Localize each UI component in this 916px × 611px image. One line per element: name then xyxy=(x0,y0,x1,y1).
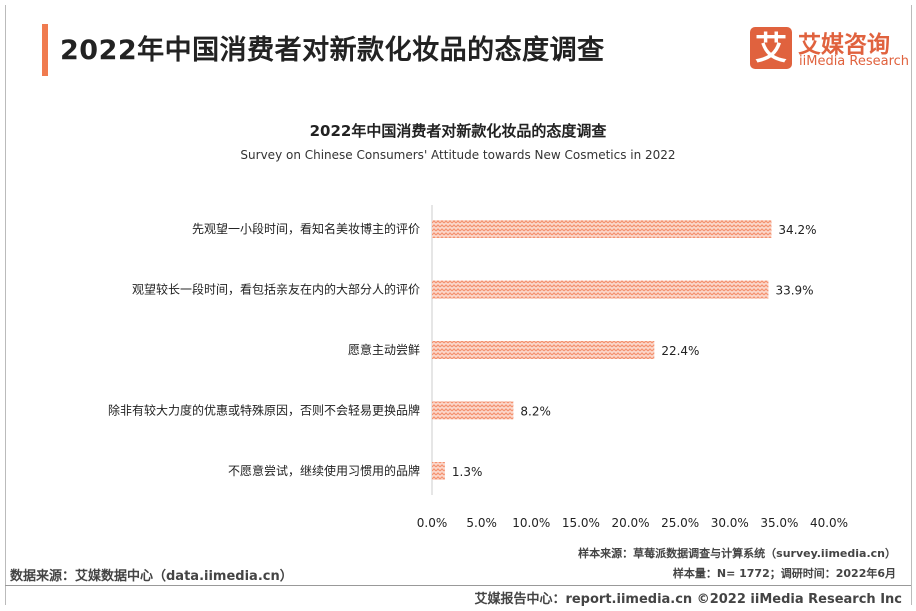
bar xyxy=(432,341,655,359)
sample-source: 样本来源：草莓派数据调查与计算系统（survey.iimedia.cn） xyxy=(578,547,896,560)
category-label: 先观望一小段时间，看知名美妆博主的评价 xyxy=(192,221,420,236)
divider xyxy=(5,585,911,586)
data-label: 8.2% xyxy=(520,405,551,419)
x-tick-label: 20.0% xyxy=(611,516,649,530)
category-label: 观望较长一段时间，看包括亲友在内的大部分人的评价 xyxy=(132,282,420,297)
report-footer: 艾媒报告中心：report.iimedia.cn ©2022 iiMedia R… xyxy=(474,592,902,607)
chart-subtitle: Survey on Chinese Consumers' Attitude to… xyxy=(240,148,676,162)
x-tick-label: 10.0% xyxy=(512,516,550,530)
x-tick-label: 15.0% xyxy=(562,516,600,530)
data-label: 33.9% xyxy=(775,284,813,298)
bar xyxy=(432,280,769,299)
sample-info: 样本量：N= 1772；调研时间：2022年6月 xyxy=(672,567,896,580)
x-tick-label: 0.0% xyxy=(417,516,448,530)
bar xyxy=(432,462,445,480)
category-label: 除非有较大力度的优惠或特殊原因，否则不会轻易更换品牌 xyxy=(108,403,420,418)
page-title: 2022年中国消费者对新款化妆品的态度调查 xyxy=(60,35,605,66)
data-label: 1.3% xyxy=(452,465,483,479)
x-tick-label: 35.0% xyxy=(760,516,798,530)
logo-text-cn: 艾媒咨询 xyxy=(798,32,890,58)
frame xyxy=(5,5,912,605)
x-tick-label: 25.0% xyxy=(661,516,699,530)
x-tick-label: 5.0% xyxy=(466,516,497,530)
logo-icon: 艾 xyxy=(750,27,792,69)
category-label: 不愿意尝试，继续使用习惯用的品牌 xyxy=(228,463,420,478)
category-label: 愿意主动尝鲜 xyxy=(348,342,420,357)
x-tick-label: 40.0% xyxy=(810,516,848,530)
data-label: 22.4% xyxy=(661,344,699,358)
title-accent-bar xyxy=(42,24,48,76)
bar xyxy=(432,401,514,420)
data-source: 数据来源：艾媒数据中心（data.iimedia.cn） xyxy=(10,569,293,584)
data-label: 34.2% xyxy=(778,223,816,237)
chart-title: 2022年中国消费者对新款化妆品的态度调查 xyxy=(309,122,607,140)
x-tick-label: 30.0% xyxy=(711,516,749,530)
bar xyxy=(432,220,772,238)
logo-text-en: iiMedia Research xyxy=(799,54,910,69)
